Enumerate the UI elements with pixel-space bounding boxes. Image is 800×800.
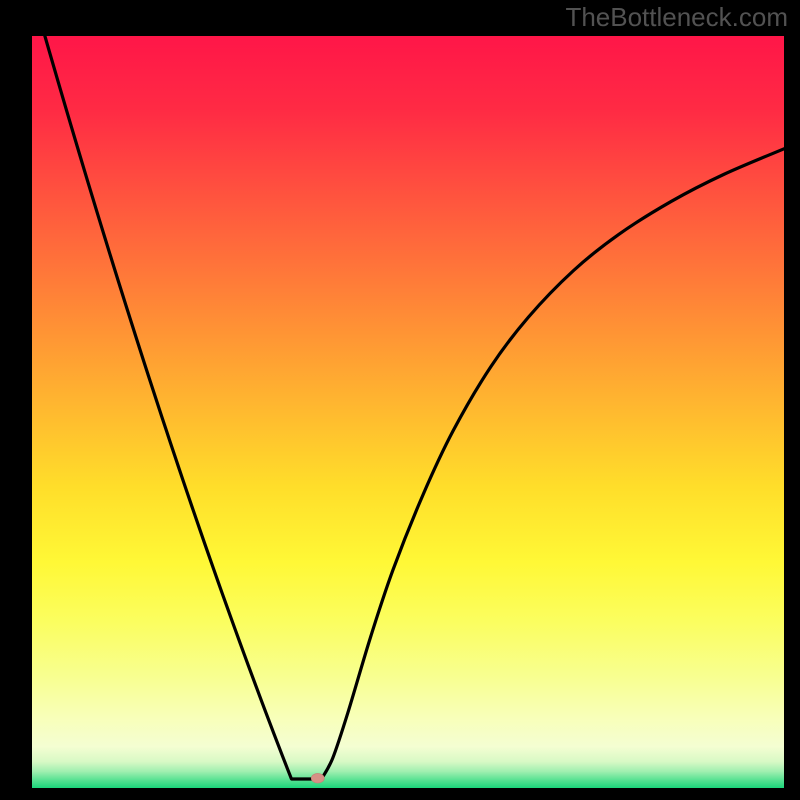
plot-svg <box>32 36 784 788</box>
gradient-background <box>32 36 784 788</box>
optimum-marker <box>311 773 324 783</box>
chart-frame <box>32 36 784 788</box>
watermark-text: TheBottleneck.com <box>565 2 788 33</box>
plot-area <box>32 36 784 788</box>
